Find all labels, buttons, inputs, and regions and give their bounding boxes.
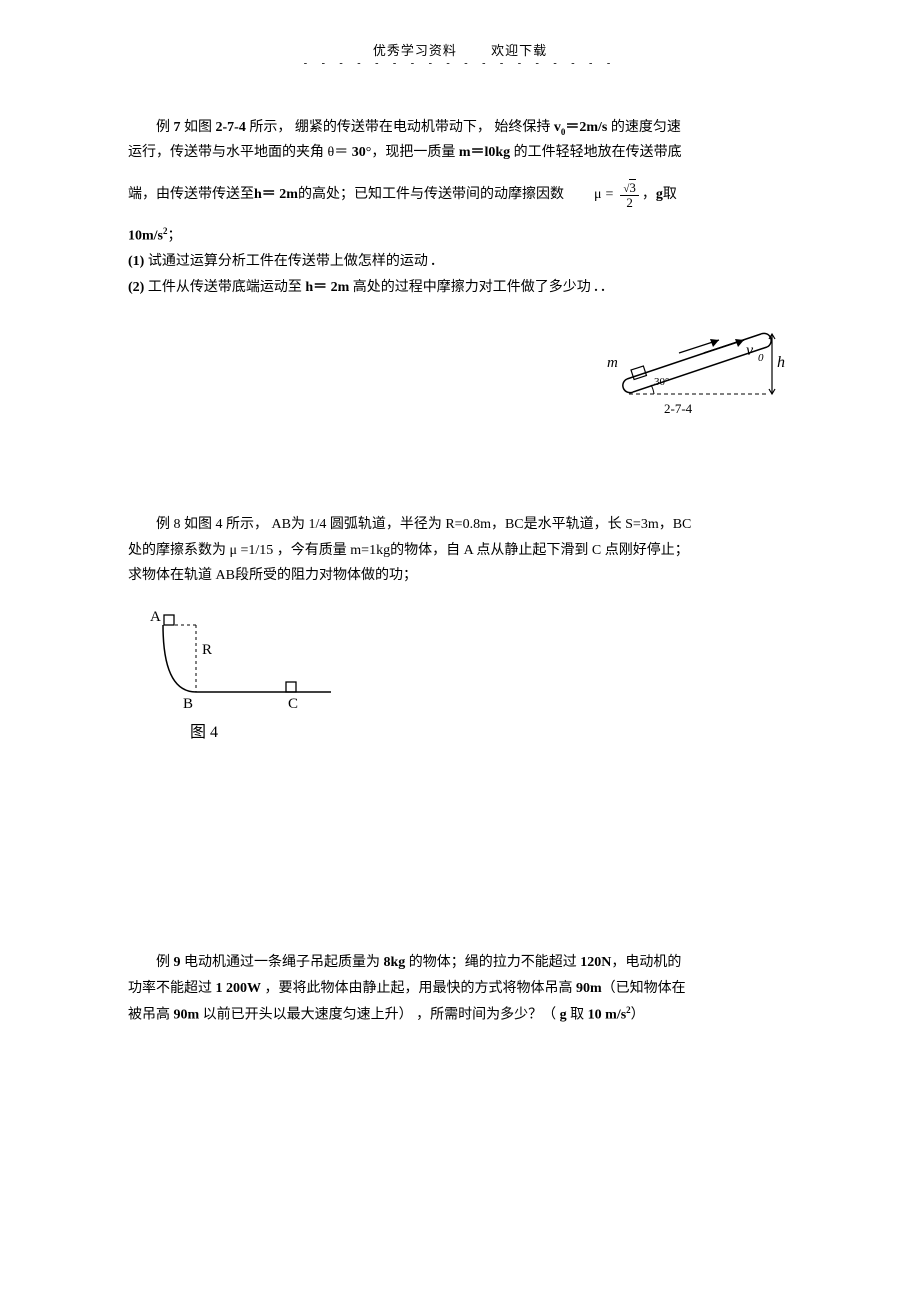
t: 2-7-4 [216, 120, 246, 135]
t: 高处的过程中摩擦力对工件做了多少功 [349, 280, 594, 295]
p7-unit: 10m/s2； [128, 224, 792, 248]
t: 取 [663, 184, 677, 206]
page-header: 优秀学习资料 欢迎下载 [128, 40, 792, 59]
t: 10 m/s [588, 1008, 627, 1023]
t: 的速度匀速 [607, 120, 681, 135]
label-A: A [150, 609, 161, 626]
label-R: R [202, 642, 212, 659]
t: h＝ 2m [305, 280, 349, 295]
t: . [431, 254, 435, 269]
header-text-a: 优秀学习资料 [373, 40, 457, 59]
t: 30 [352, 145, 366, 160]
t: 9 [174, 955, 181, 970]
p8-line2: 处的摩擦系数为 μ =1/15 ，今有质量 m=1kg的物体，自 A 点从静止起… [128, 540, 792, 562]
t: 所示， 绷紧的传送带在电动机带动下， 始终保持 [246, 120, 554, 135]
p7-line1: 例 7 如图 2-7-4 所示， 绷紧的传送带在电动机带动下， 始终保持 v0＝… [128, 117, 792, 139]
t: ，现把一质量 [371, 145, 459, 160]
t: 的高处；已知工件与传送带间的动摩擦因数 [298, 184, 564, 206]
t: . . [594, 280, 605, 295]
figure-arc: A R B C 图 4 [136, 612, 346, 742]
header-text-b: 欢迎下载 [491, 40, 547, 59]
t: 1 200W [216, 981, 262, 996]
t: 例 [156, 120, 174, 135]
t: 例 [156, 955, 174, 970]
t: ，电动机的 [611, 955, 681, 970]
den: 2 [623, 196, 636, 210]
p9-block: 例 9 电动机通过一条绳子吊起质量为 8kg 的物体；绳的拉力不能超过 120N… [128, 952, 792, 1027]
t: 取 [567, 1008, 588, 1023]
t: v [554, 120, 561, 135]
label-m: m [607, 355, 618, 372]
label-vsub: 0 [758, 352, 764, 364]
t: 如图 [181, 120, 216, 135]
t: g [656, 184, 663, 206]
fraction: √3 2 [620, 181, 639, 211]
sqrt-val: 3 [629, 179, 636, 195]
p8-line1: 例 8 如图 4 所示， AB为 1/4 圆弧轨道，半径为 R=0.8m，BC是… [128, 514, 792, 536]
t: 工件从传送带底端运动至 [144, 280, 305, 295]
p7-q2: (2) 工件从传送带底端运动至 h＝ 2m 高处的过程中摩擦力对工件做了多少功 … [128, 277, 792, 299]
label-v: v [746, 342, 753, 360]
t: （已知物体在 [602, 981, 686, 996]
t: 端，由传送带传送至 [128, 184, 254, 206]
mu: μ [594, 184, 602, 206]
t: ， [642, 184, 656, 206]
t: 的物体；绳的拉力不能超过 [405, 955, 580, 970]
p7-line2: 运行，传送带与水平地面的夹角 θ＝ 30°，现把一质量 m＝l0kg 的工件轻轻… [128, 142, 792, 164]
t: m＝l0kg [459, 145, 510, 160]
t: 7 [174, 120, 181, 135]
t: g [560, 1008, 567, 1023]
label-B: B [183, 696, 193, 713]
t: 90m [576, 981, 602, 996]
arc-caption: 图 4 [190, 718, 218, 742]
t: 2m/s [579, 120, 607, 135]
t: 以前已开头以最大速度匀速上升） ，所需时间为多少？（ [199, 1008, 560, 1023]
t: ＝ [565, 120, 579, 135]
t: ，要将此物体由静止起，用最快的方式将物体吊高 [261, 981, 576, 996]
mu-formula: μ = √3 2 [594, 181, 642, 211]
t: 120N [580, 955, 611, 970]
t: 10m/s [128, 229, 163, 244]
t: 电动机通过一条绳子吊起质量为 [181, 955, 384, 970]
p9-line1: 例 9 电动机通过一条绳子吊起质量为 8kg 的物体；绳的拉力不能超过 120N… [128, 952, 792, 974]
figure-belt: m v 0 h 30° 2-7-4 [609, 324, 784, 414]
t: ； [168, 229, 182, 244]
header-dashes: - - - - - - - - - - - - - - - - - - [128, 61, 792, 67]
t: 试通过运算分析工件在传送带上做怎样的运动 [144, 254, 431, 269]
p7-q1: (1) 试通过运算分析工件在传送带上做怎样的运动 . [128, 251, 792, 273]
p9-line2: 功率不能超过 1 200W ，要将此物体由静止起，用最快的方式将物体吊高 90m… [128, 978, 792, 1000]
p9-line3: 被吊高 90m 以前已开头以最大速度匀速上升） ，所需时间为多少？（ g 取 1… [128, 1003, 792, 1027]
arc-svg [136, 612, 346, 742]
label-C: C [288, 696, 298, 713]
t: 90m [174, 1008, 200, 1023]
t: (2) [128, 280, 144, 295]
t: 8kg [384, 955, 406, 970]
belt-caption: 2-7-4 [664, 401, 692, 417]
t: (1) [128, 254, 144, 269]
p7-line3: 端，由传送带传送至 h＝ 2m 的高处；已知工件与传送带间的动摩擦因数 μ = … [128, 181, 792, 211]
t: 运行，传送带与水平地面的夹角 θ＝ [128, 145, 352, 160]
t: 的工件轻轻地放在传送带底 [510, 145, 682, 160]
t: ） [631, 1008, 645, 1023]
label-angle: 30° [654, 376, 669, 388]
t: h＝ 2m [254, 184, 298, 206]
p8-line3: 求物体在轨道 AB段所受的阻力对物体做的功； [128, 565, 792, 587]
label-h: h [777, 354, 785, 372]
t: 被吊高 [128, 1008, 174, 1023]
t: 功率不能超过 [128, 981, 216, 996]
